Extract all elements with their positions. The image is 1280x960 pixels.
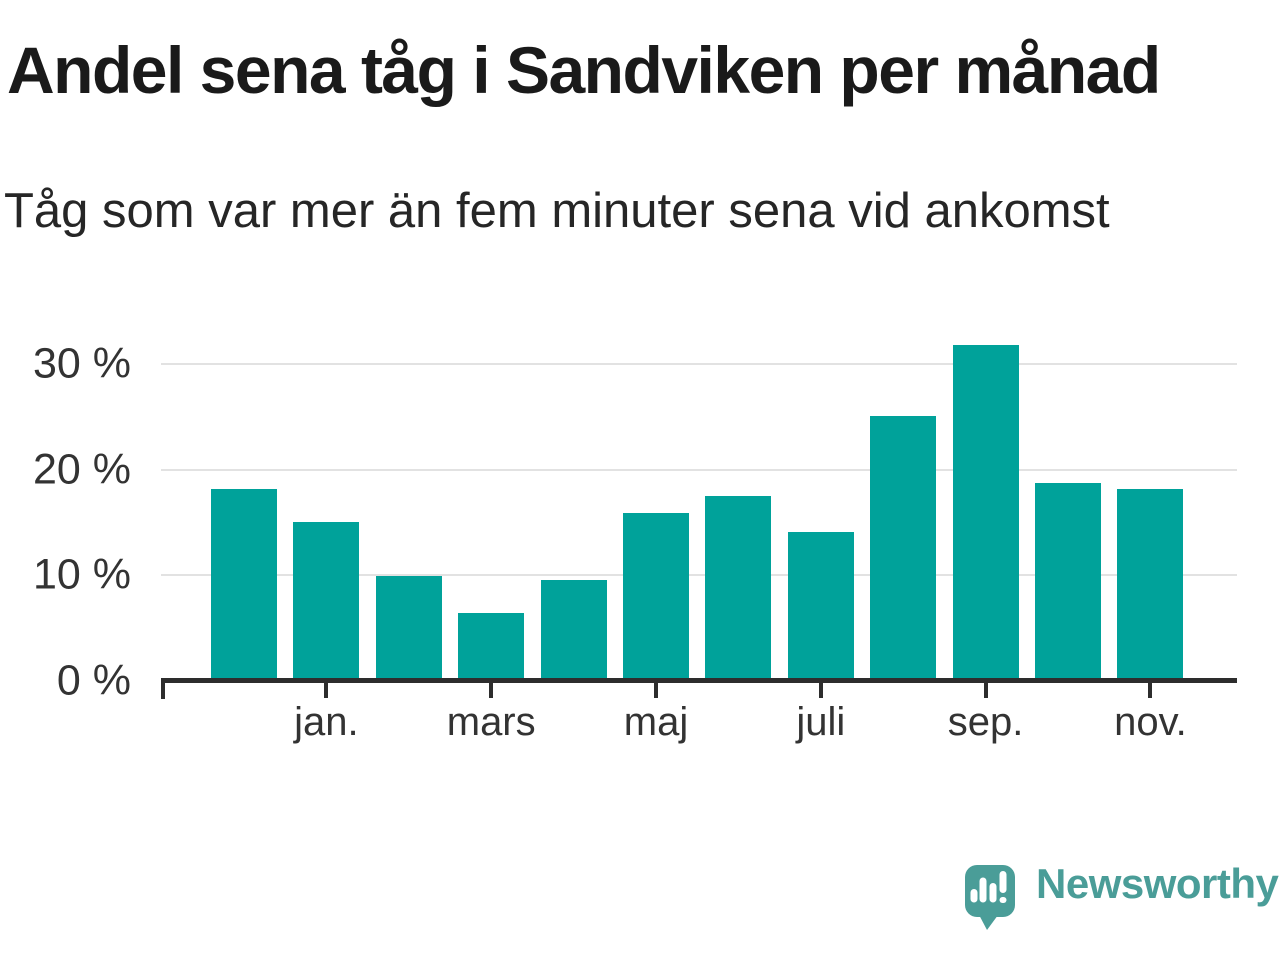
x-axis-line <box>161 678 1237 683</box>
bar-sep. <box>952 345 1019 679</box>
bar-feb. <box>375 576 442 679</box>
bar-dec. <box>211 489 277 679</box>
logo-chart-bars <box>970 871 1007 903</box>
y-axis-label-30: 30 % <box>32 339 131 388</box>
x-axis-tick-sep <box>983 681 988 698</box>
x-axis-tick-juli <box>818 681 823 698</box>
x-axis-origin-tick <box>161 680 165 699</box>
x-axis-label-sep: sep. <box>947 700 1024 744</box>
brand-name: Newsworthy <box>1036 860 1279 907</box>
chart-title: Andel sena tåg i Sandviken per månad <box>7 33 1161 107</box>
y-gridline-30 <box>161 363 1237 365</box>
y-gridline-10 <box>161 574 1237 576</box>
y-gridline-20 <box>161 468 1237 471</box>
x-axis-tick-nov <box>1148 681 1153 698</box>
x-axis-tick-jan <box>324 681 329 698</box>
bar-maj <box>623 513 689 679</box>
y-axis-label-10: 10 % <box>32 550 131 599</box>
bar-nov. <box>1117 489 1184 679</box>
newsworthy-logo-icon <box>965 865 1015 930</box>
bar-mars <box>458 613 525 679</box>
bar-juli <box>787 532 854 679</box>
x-axis-label-nov: nov. <box>1114 700 1187 744</box>
x-axis-tick-mars <box>489 681 494 698</box>
bar-aug. <box>870 416 937 679</box>
bar-jan. <box>293 522 360 679</box>
bar-apr. <box>540 580 607 679</box>
y-axis-label-0: 0 % <box>56 656 131 704</box>
x-axis-label-jan: jan. <box>294 700 359 744</box>
x-axis-tick-maj <box>654 681 658 698</box>
bar-okt. <box>1035 483 1101 679</box>
bar-juni <box>705 496 772 679</box>
x-axis-label-juli: juli <box>796 700 846 744</box>
chart-subtitle: Tåg som var mer än fem minuter sena vid … <box>4 184 1110 238</box>
y-axis-label-20: 20 % <box>32 445 131 493</box>
x-axis-label-maj: maj <box>623 700 689 744</box>
x-axis-label-mars: mars <box>446 700 536 744</box>
